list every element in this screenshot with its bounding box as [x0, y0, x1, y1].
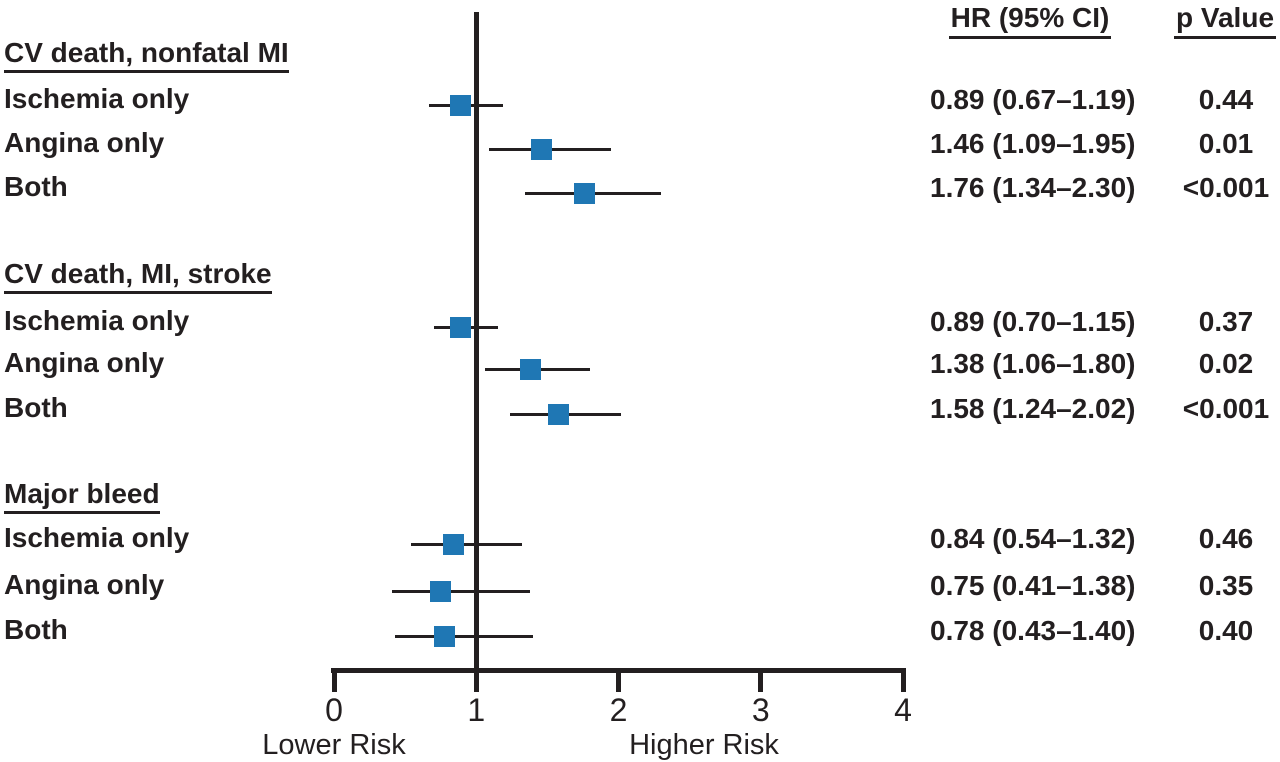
- axis-tick: [616, 673, 621, 692]
- p-value: 0.40: [1198, 615, 1254, 646]
- hr-ci-value: 0.89 (0.67–1.19): [930, 84, 1136, 115]
- hazard-ratio-marker: [450, 94, 472, 116]
- p-value: 0.35: [1198, 570, 1254, 601]
- axis-tick: [900, 673, 906, 692]
- p-value: <0.001: [1182, 393, 1270, 424]
- group-title-text: CV death, MI, stroke: [4, 259, 272, 294]
- row-label: Angina only: [4, 127, 165, 158]
- group-title: CV death, nonfatal MI: [4, 38, 289, 73]
- hazard-ratio-marker: [442, 533, 464, 555]
- hr-ci-value: 1.46 (1.09–1.95): [930, 128, 1136, 159]
- hr-ci-value: 0.89 (0.70–1.15): [930, 306, 1136, 337]
- pvalue-column-header: p Value: [1168, 2, 1280, 39]
- p-value: 0.02: [1198, 348, 1254, 379]
- hazard-ratio-marker: [434, 625, 456, 647]
- hr-ci-value: 1.76 (1.34–2.30): [930, 172, 1136, 203]
- row-label: Ischemia only: [4, 305, 190, 336]
- hr-ci-value: 0.75 (0.41–1.38): [930, 570, 1136, 601]
- hazard-ratio-marker: [519, 358, 541, 380]
- hr-ci-value: 0.78 (0.43–1.40): [930, 615, 1136, 646]
- confidence-interval-line: [395, 634, 534, 638]
- row-label: Both: [4, 392, 68, 423]
- hr-ci-value: 0.84 (0.54–1.32): [930, 523, 1136, 554]
- row-label: Both: [4, 171, 68, 202]
- row-label: Angina only: [4, 569, 165, 600]
- hazard-ratio-marker: [548, 403, 570, 425]
- hazard-ratio-marker: [531, 138, 553, 160]
- hr-ci-value: 1.38 (1.06–1.80): [930, 348, 1136, 379]
- p-value: 0.46: [1198, 523, 1254, 554]
- axis-tick-label: 0: [325, 692, 343, 728]
- axis-tick-label: 4: [894, 692, 912, 728]
- hazard-ratio-marker: [430, 580, 452, 602]
- reference-line: [474, 12, 479, 673]
- hazard-ratio-marker: [450, 316, 472, 338]
- axis-tick: [758, 673, 764, 692]
- row-label: Ischemia only: [4, 83, 190, 114]
- row-label: Angina only: [4, 347, 165, 378]
- hr-column-header: HR (95% CI): [928, 2, 1132, 39]
- pvalue-column-header-text: p Value: [1173, 2, 1277, 39]
- confidence-interval-line: [392, 589, 531, 593]
- axis-tick-label: 3: [751, 692, 770, 728]
- axis-tick-label: 2: [609, 692, 628, 728]
- axis-tick: [473, 673, 479, 692]
- group-title-text: Major bleed: [4, 479, 160, 514]
- row-label: Both: [4, 614, 68, 645]
- hr-ci-value: 1.58 (1.24–2.02): [930, 393, 1136, 424]
- hazard-ratio-marker: [573, 182, 595, 204]
- p-value: 0.44: [1198, 84, 1254, 115]
- higher-risk-label: Higher Risk: [629, 729, 779, 761]
- p-value: 0.01: [1198, 128, 1254, 159]
- x-axis-line: [331, 668, 906, 673]
- group-title: CV death, MI, stroke: [4, 259, 272, 294]
- p-value: 0.37: [1198, 306, 1254, 337]
- group-title: Major bleed: [4, 479, 160, 514]
- p-value: <0.001: [1182, 172, 1270, 203]
- group-title-text: CV death, nonfatal MI: [4, 38, 289, 73]
- row-label: Ischemia only: [4, 522, 190, 553]
- axis-tick-label: 1: [467, 692, 486, 728]
- confidence-interval-line: [410, 542, 522, 546]
- lower-risk-label: Lower Risk: [262, 729, 406, 761]
- axis-tick: [331, 673, 337, 692]
- hr-column-header-text: HR (95% CI): [948, 2, 1112, 39]
